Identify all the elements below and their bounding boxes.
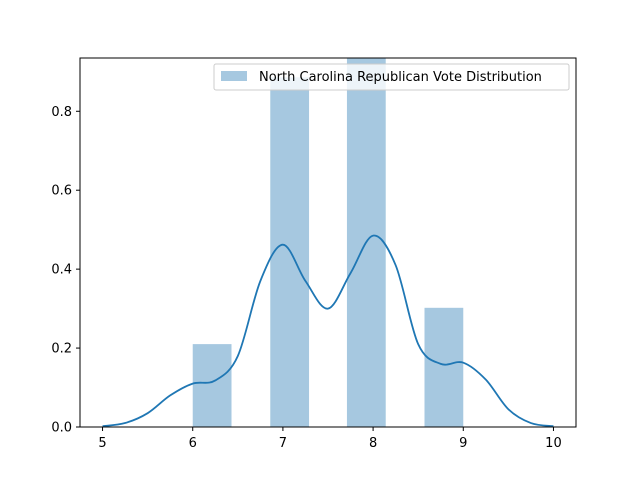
x-tick-label: 5 bbox=[98, 436, 106, 451]
x-tick-label: 9 bbox=[459, 436, 467, 451]
y-tick-label: 0.6 bbox=[51, 184, 72, 199]
legend: North Carolina Republican Vote Distribut… bbox=[213, 63, 570, 91]
histogram-bars bbox=[192, 58, 464, 427]
x-axis-ticks: 5 6 7 8 9 10 bbox=[98, 427, 562, 451]
histogram-bar-4 bbox=[424, 307, 464, 427]
histogram-bar-1 bbox=[192, 344, 232, 427]
x-tick-label: 7 bbox=[279, 436, 287, 451]
legend-swatch bbox=[221, 71, 247, 81]
density-curve bbox=[102, 234, 554, 428]
x-tick-label: 8 bbox=[369, 436, 377, 451]
y-tick-label: 0.8 bbox=[51, 105, 72, 120]
plot-frame bbox=[79, 57, 577, 428]
y-axis-ticks: 0.0 0.2 0.4 0.6 0.8 bbox=[51, 105, 80, 436]
y-tick-label: 0.0 bbox=[51, 421, 72, 436]
y-tick-label: 0.2 bbox=[51, 342, 72, 357]
legend-box bbox=[213, 63, 570, 91]
x-tick-label: 10 bbox=[545, 436, 562, 451]
x-tick-label: 6 bbox=[189, 436, 197, 451]
legend-label: North Carolina Republican Vote Distribut… bbox=[259, 70, 542, 85]
y-tick-label: 0.4 bbox=[51, 263, 72, 278]
